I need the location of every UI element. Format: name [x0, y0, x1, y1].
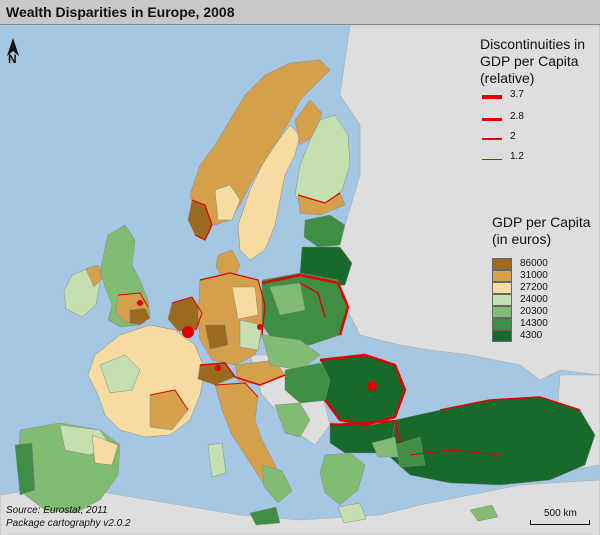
gdp-color-swatch	[492, 306, 512, 318]
scale-label: 500 km	[544, 508, 577, 519]
gdp-color-swatch	[492, 282, 512, 294]
gdp-color-swatch	[492, 294, 512, 306]
gdp-legend-item: 20300	[492, 306, 582, 318]
regions-east	[261, 272, 596, 524]
discontinuity-lines	[117, 192, 581, 456]
regions-british-isles	[63, 224, 151, 328]
gdp-legend-label: 24000	[520, 294, 548, 305]
discontinuity-legend-item: 3.7	[480, 88, 590, 106]
gdp-title-line: GDP per Capita	[492, 214, 591, 230]
discontinuity-legend-label: 3.7	[510, 89, 524, 100]
gdp-color-swatch	[492, 318, 512, 330]
discontinuity-title-line: (relative)	[480, 70, 535, 86]
gdp-legend-item: 86000	[492, 258, 582, 270]
gdp-color-swatch	[492, 330, 512, 342]
gdp-color-swatch	[492, 270, 512, 282]
regions-west-central	[14, 272, 293, 526]
gdp-legend-label: 4300	[520, 330, 543, 341]
discontinuity-legend-item: 2	[480, 130, 590, 148]
discontinuity-line-symbol	[482, 118, 502, 121]
source-text: Source: Eurostat, 2011	[6, 505, 108, 516]
gdp-legend-item: 31000	[492, 270, 582, 282]
gdp-legend-label: 86000	[520, 258, 548, 269]
package-text: Package cartography v2.0.2	[6, 518, 131, 529]
gdp-legend-item: 27200	[492, 282, 582, 294]
gdp-legend-item: 4300	[492, 330, 582, 342]
gdp-legend-item: 24000	[492, 294, 582, 306]
discontinuity-line-symbol	[482, 159, 502, 160]
discontinuity-title-line: GDP per Capita	[480, 53, 579, 69]
discontinuity-legend-label: 1.2	[510, 151, 524, 162]
gdp-legend-label: 27200	[520, 282, 548, 293]
regions-north	[187, 59, 353, 288]
north-arrow-icon	[7, 38, 19, 56]
title-bar: Wealth Disparities in Europe, 2008	[0, 0, 600, 25]
gdp-title-line: (in euros)	[492, 231, 552, 247]
discontinuity-legend-item: 2.8	[480, 110, 590, 128]
gdp-legend-title: GDP per Capita (in euros)	[492, 214, 591, 248]
map-title: Wealth Disparities in Europe, 2008	[6, 4, 235, 20]
discontinuity-legend-title: Discontinuities in GDP per Capita (relat…	[480, 36, 585, 87]
gdp-legend-label: 20300	[520, 306, 548, 317]
gdp-legend-label: 31000	[520, 270, 548, 281]
discontinuity-legend-label: 2	[510, 131, 516, 142]
north-label: N	[8, 52, 17, 66]
discontinuity-line-symbol	[482, 138, 502, 140]
gdp-color-swatch	[492, 258, 512, 270]
europe-map	[0, 25, 600, 535]
discontinuity-line-symbol	[482, 95, 502, 99]
discontinuity-legend-label: 2.8	[510, 111, 524, 122]
discontinuity-legend-item: 1.2	[480, 150, 590, 168]
gdp-legend-item: 14300	[492, 318, 582, 330]
discontinuity-title-line: Discontinuities in	[480, 36, 586, 52]
discontinuity-dots	[137, 300, 377, 391]
scale-bar	[530, 520, 590, 525]
gdp-legend-label: 14300	[520, 318, 548, 329]
